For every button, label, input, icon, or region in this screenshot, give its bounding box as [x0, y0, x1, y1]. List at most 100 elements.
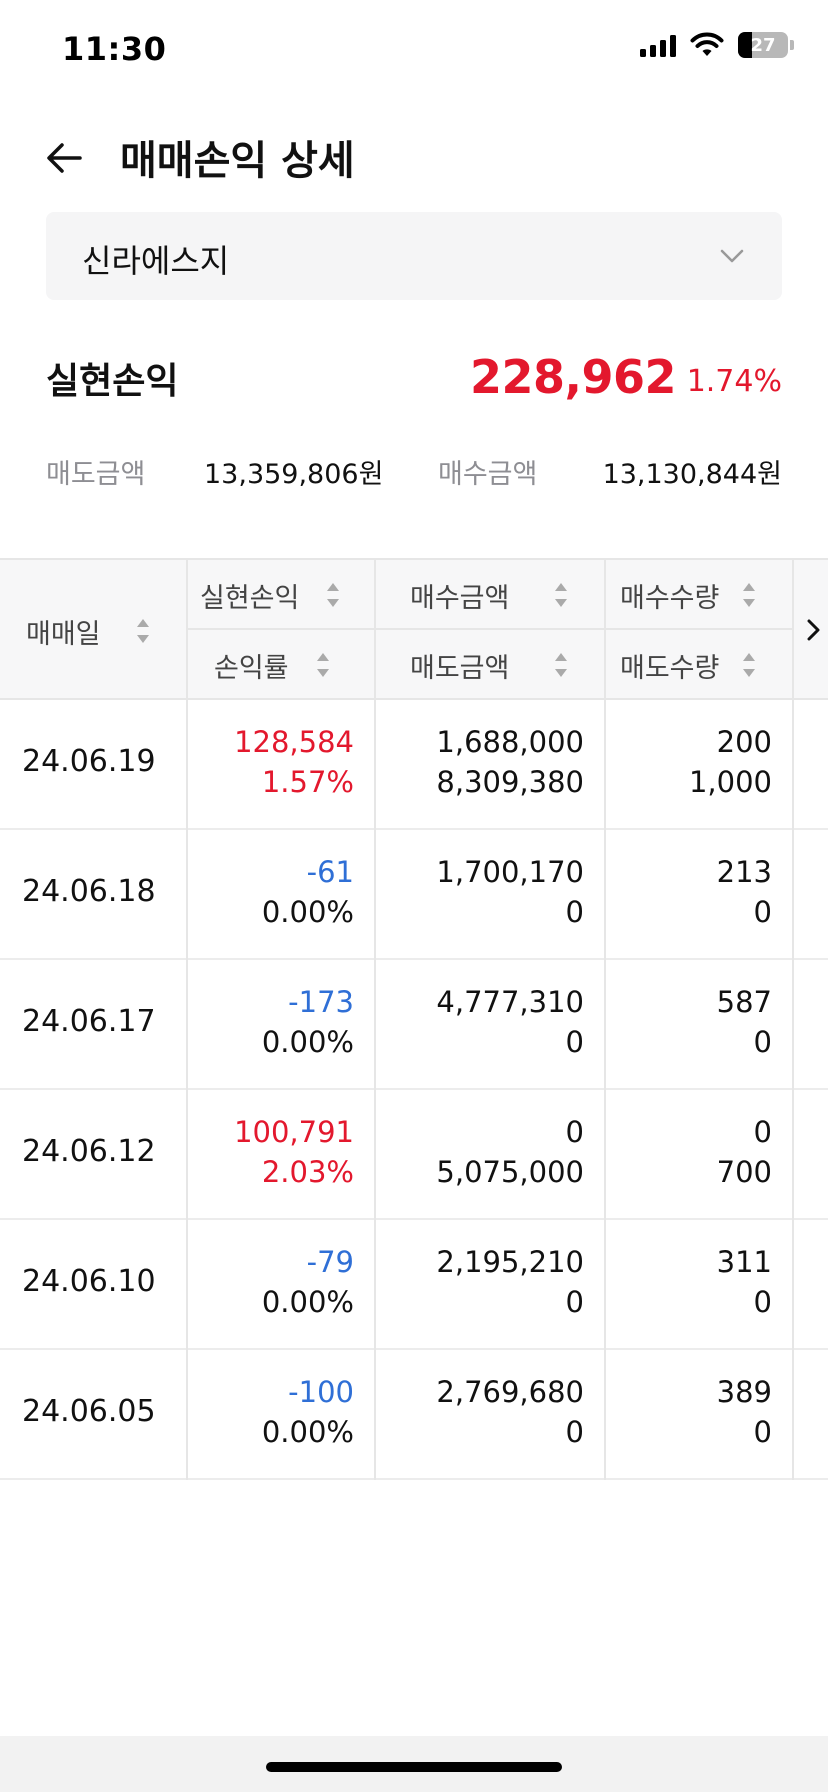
realized-pnl-rate: 1.74% [686, 364, 782, 399]
cell-sell-amount: 0 [565, 1285, 584, 1319]
cell-pnl-group: 128,584 1.57% [234, 722, 354, 802]
cell-pnl: -100 [288, 1375, 354, 1409]
cell-sell-qty: 0 [753, 895, 772, 929]
status-time: 11:30 [62, 30, 167, 68]
column-divider [374, 1220, 376, 1350]
sort-icon [555, 583, 568, 607]
cell-date: 24.06.12 [22, 1134, 156, 1169]
column-divider [374, 560, 376, 700]
cellular-signal-icon [640, 33, 676, 57]
realized-pnl-value: 228,962 [469, 350, 677, 404]
battery-icon: 27 [738, 32, 788, 58]
sort-icon [327, 583, 340, 607]
wifi-icon [690, 32, 724, 56]
header-sell-qty-label: 매도수량 [620, 652, 720, 684]
header-buy-amount-label: 매수금액 [410, 582, 510, 614]
cell-pnl: -61 [306, 855, 354, 889]
cell-date: 24.06.18 [22, 874, 156, 909]
column-divider [186, 700, 188, 830]
arrow-left-icon[interactable] [42, 136, 86, 180]
table-row[interactable]: 24.06.19 128,584 1.57% 1,688,000 8,309,380 20… [0, 700, 828, 830]
trade-table: 매매일 실현손익 손익률 매수금액 매도금액 매수수량 매도수량 [0, 558, 828, 1480]
cell-pnl-group: -100 0.00% [262, 1372, 354, 1452]
cell-buy-qty: 587 [716, 985, 772, 1019]
column-divider [374, 960, 376, 1090]
home-indicator[interactable] [266, 1762, 562, 1772]
header-rate-label: 손익률 [214, 652, 289, 684]
cell-pnl-group: -79 0.00% [262, 1242, 354, 1322]
realized-pnl-label: 실현손익 [46, 361, 179, 402]
cell-sell-amount: 0 [565, 895, 584, 929]
header-pnl[interactable]: 실현손익 [200, 560, 341, 630]
cell-date: 24.06.10 [22, 1264, 156, 1299]
cell-buy-qty: 200 [716, 725, 772, 759]
table-row[interactable]: 24.06.12 100,791 2.03% 0 5,075,000 0 700 [0, 1090, 828, 1220]
cell-sell-qty: 0 [753, 1025, 772, 1059]
cell-pnl-group: -173 0.00% [262, 982, 354, 1062]
stock-selector[interactable]: 신라에스지 [46, 212, 782, 300]
header-sell-amount[interactable]: 매도금액 [410, 630, 569, 700]
cell-sell-amount: 5,075,000 [436, 1155, 584, 1189]
cell-buy-qty: 213 [716, 855, 772, 889]
table-row[interactable]: 24.06.10 -79 0.00% 2,195,210 0 311 0 [0, 1220, 828, 1350]
column-divider [186, 1220, 188, 1350]
cell-qty-group: 311 0 [717, 1242, 772, 1322]
column-divider [792, 1350, 794, 1480]
cell-qty-group: 587 0 [717, 982, 772, 1062]
cell-sell-qty: 1,000 [688, 765, 772, 799]
header-date[interactable]: 매매일 [26, 596, 151, 666]
stock-name: 신라에스지 [82, 242, 230, 280]
cell-sell-amount: 0 [565, 1025, 584, 1059]
header-sell-qty[interactable]: 매도수량 [620, 630, 757, 700]
cell-sell-qty: 700 [716, 1155, 772, 1189]
sort-icon [555, 653, 568, 677]
cell-sell-amount: 0 [565, 1415, 584, 1449]
sort-icon [136, 619, 149, 643]
cell-pnl: -79 [306, 1245, 354, 1279]
cell-sell-amount: 8,309,380 [436, 765, 584, 799]
header-rate[interactable]: 손익률 [214, 630, 331, 700]
sell-amount-value: 13,359,806원 [204, 459, 384, 490]
cell-qty-group: 0 700 [717, 1112, 772, 1192]
cell-qty-group: 389 0 [717, 1372, 772, 1452]
column-divider [792, 830, 794, 960]
column-divider [186, 560, 188, 700]
cell-buy-amount: 2,769,680 [436, 1375, 584, 1409]
cell-buy-amount: 1,688,000 [436, 725, 584, 759]
cell-rate: 2.03% [261, 1155, 354, 1189]
column-divider [374, 830, 376, 960]
cell-pnl-group: 100,791 2.03% [234, 1112, 354, 1192]
cell-pnl-group: -61 0.00% [262, 852, 354, 932]
column-divider [604, 960, 606, 1090]
cell-amount-group: 2,195,210 0 [436, 1242, 584, 1322]
cell-amount-group: 1,700,170 0 [436, 852, 584, 932]
cell-pnl: 100,791 [234, 1115, 354, 1149]
chevron-right-icon[interactable] [802, 612, 826, 648]
column-divider [604, 1350, 606, 1480]
battery-cap [790, 40, 794, 50]
column-divider [374, 1090, 376, 1220]
cell-buy-amount: 1,700,170 [436, 855, 584, 889]
column-divider [374, 700, 376, 830]
column-divider [792, 1220, 794, 1350]
table-row[interactable]: 24.06.17 -173 0.00% 4,777,310 0 587 0 [0, 960, 828, 1090]
chevron-down-icon [720, 249, 744, 263]
table-header: 매매일 실현손익 손익률 매수금액 매도금액 매수수량 매도수량 [0, 558, 828, 700]
header: 매매손익 상세 [0, 118, 828, 198]
sell-amount-label: 매도금액 [46, 459, 146, 490]
header-buy-amount[interactable]: 매수금액 [410, 560, 569, 630]
battery-fill [738, 32, 752, 58]
cell-sell-qty: 0 [753, 1415, 772, 1449]
header-buy-qty[interactable]: 매수수량 [620, 560, 757, 630]
column-divider [792, 1090, 794, 1220]
column-divider [604, 560, 606, 700]
cell-buy-amount: 0 [565, 1115, 584, 1149]
cell-rate: 1.57% [261, 765, 354, 799]
column-divider [186, 960, 188, 1090]
page-title: 매매손익 상세 [120, 138, 355, 184]
table-row[interactable]: 24.06.18 -61 0.00% 1,700,170 0 213 0 [0, 830, 828, 960]
buy-amount-value: 13,130,844원 [602, 459, 782, 490]
cell-rate: 0.00% [261, 1285, 354, 1319]
cell-buy-qty: 311 [716, 1245, 772, 1279]
table-row[interactable]: 24.06.05 -100 0.00% 2,769,680 0 389 0 [0, 1350, 828, 1480]
